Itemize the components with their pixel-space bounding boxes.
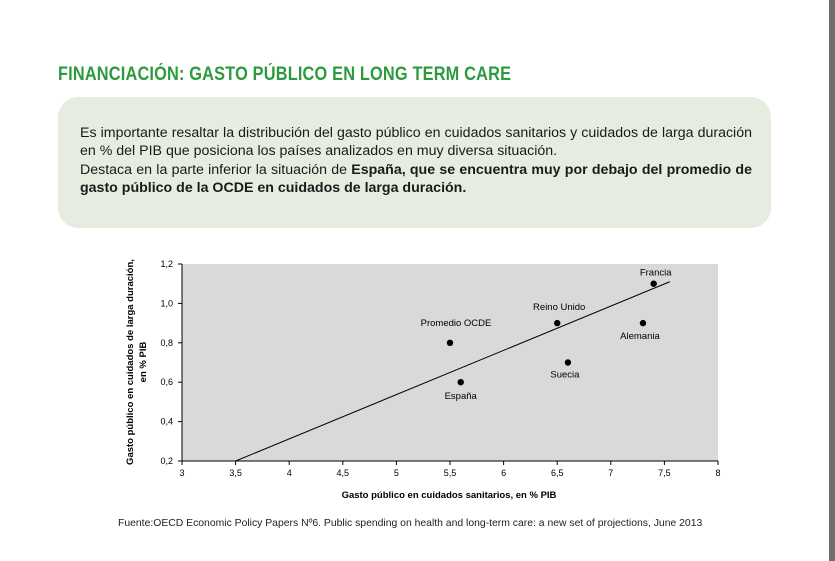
y-tick-label: 1,2 bbox=[160, 259, 173, 269]
x-tick-label: 5,5 bbox=[444, 468, 457, 478]
y-tick-label: 0,2 bbox=[160, 456, 173, 466]
y-tick-label: 0,4 bbox=[160, 417, 173, 427]
y-axis-label-line1: Gasto público en cuidados de larga durac… bbox=[125, 259, 136, 465]
info-paragraph-2-bold: España, que se encuentra muy por debajo … bbox=[80, 161, 752, 196]
x-tick-label: 4,5 bbox=[337, 468, 350, 478]
data-point bbox=[639, 319, 647, 327]
data-point-label: Alemania bbox=[620, 331, 660, 342]
info-paragraph-2-text: Destaca en la parte inferior la situació… bbox=[80, 161, 352, 178]
data-point bbox=[457, 379, 464, 386]
x-tick-label: 6,5 bbox=[551, 468, 564, 478]
x-tick-label: 6 bbox=[501, 468, 506, 478]
y-tick-label: 0,8 bbox=[160, 338, 173, 348]
x-tick-label: 3 bbox=[179, 468, 184, 478]
plot-area bbox=[182, 264, 718, 461]
y-tick-label: 0,6 bbox=[160, 377, 173, 387]
info-paragraph-2: Destaca en la parte inferior la situació… bbox=[80, 161, 752, 198]
y-axis-label-line2: en % PIB bbox=[138, 342, 149, 383]
window-edge bbox=[829, 0, 835, 561]
x-tick-label: 7,5 bbox=[658, 468, 671, 478]
trendline bbox=[235, 281, 670, 462]
page-title: FINANCIACIÓN: GASTO PÚBLICO EN LONG TERM… bbox=[58, 64, 512, 85]
data-point bbox=[554, 319, 561, 327]
info-text: Es importante resaltar la distribución d… bbox=[80, 124, 752, 197]
data-point-label: España bbox=[445, 391, 478, 402]
data-point bbox=[650, 280, 657, 287]
data-point-label: Promedio OCDE bbox=[421, 318, 492, 329]
y-tick-label: 1,0 bbox=[160, 298, 173, 308]
data-point bbox=[564, 359, 572, 366]
data-point bbox=[446, 339, 454, 346]
data-point-label: Francia bbox=[640, 268, 672, 279]
x-tick-label: 7 bbox=[608, 468, 613, 478]
x-axis-label: Gasto público en cuidados sanitarios, en… bbox=[342, 490, 557, 501]
x-tick-label: 8 bbox=[715, 468, 720, 478]
info-box bbox=[58, 97, 771, 228]
x-tick-label: 4 bbox=[287, 468, 292, 478]
source-note: Fuente:OECD Economic Policy Papers Nº6. … bbox=[118, 518, 703, 529]
x-tick-label: 3,5 bbox=[229, 468, 242, 478]
data-point-label: Suecia bbox=[550, 370, 580, 381]
info-paragraph-1: Es importante resaltar la distribución d… bbox=[80, 125, 752, 160]
data-point-label: Reino Unido bbox=[533, 302, 585, 313]
x-tick-label: 5 bbox=[394, 468, 399, 478]
